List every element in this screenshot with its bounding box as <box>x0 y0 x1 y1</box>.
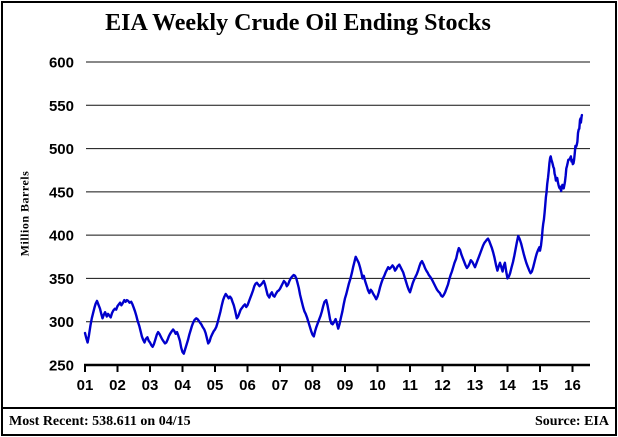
y-tick-label: 400 <box>49 228 74 245</box>
y-tick-label: 300 <box>49 314 74 331</box>
x-tick-label: 11 <box>402 377 418 394</box>
x-tick-label: 04 <box>174 377 191 394</box>
x-tick-label: 10 <box>369 377 386 394</box>
x-tick-label: 03 <box>142 377 159 394</box>
x-tick-label: 01 <box>77 377 94 394</box>
source-text: Source: EIA <box>534 413 609 429</box>
footer: Most Recent: 538.611 on 04/15 Source: EI… <box>3 407 615 434</box>
y-tick-label: 500 <box>49 141 74 158</box>
y-tick-label: 250 <box>49 358 74 375</box>
x-tick-label: 09 <box>337 377 354 394</box>
x-tick-label: 16 <box>564 377 581 394</box>
y-tick-label: 600 <box>49 55 74 72</box>
x-tick-label: 14 <box>499 377 516 394</box>
y-tick-label: 350 <box>49 271 74 288</box>
x-tick-label: 12 <box>434 377 451 394</box>
y-tick-label: 450 <box>49 184 74 201</box>
chart-title: EIA Weekly Crude Oil Ending Stocks <box>105 10 491 36</box>
x-tick-label: 13 <box>467 377 484 394</box>
y-tick-label: 550 <box>49 98 74 115</box>
x-tick-label: 06 <box>239 377 256 394</box>
x-tick-label: 02 <box>109 377 126 394</box>
x-tick-label: 08 <box>304 377 321 394</box>
stocks-line <box>83 113 584 355</box>
x-tick-label: 05 <box>207 377 224 394</box>
most-recent-text: Most Recent: 538.611 on 04/15 <box>9 413 191 429</box>
x-tick-label: 15 <box>532 377 549 394</box>
x-tick-label: 07 <box>272 377 289 394</box>
